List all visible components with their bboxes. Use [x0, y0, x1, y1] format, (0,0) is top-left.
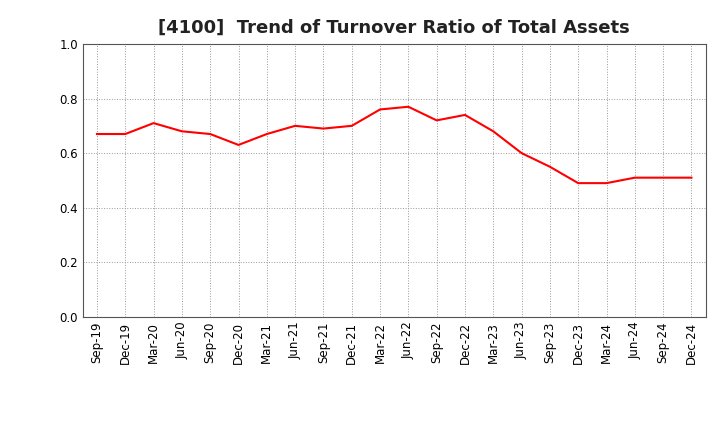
Title: [4100]  Trend of Turnover Ratio of Total Assets: [4100] Trend of Turnover Ratio of Total …: [158, 19, 630, 37]
